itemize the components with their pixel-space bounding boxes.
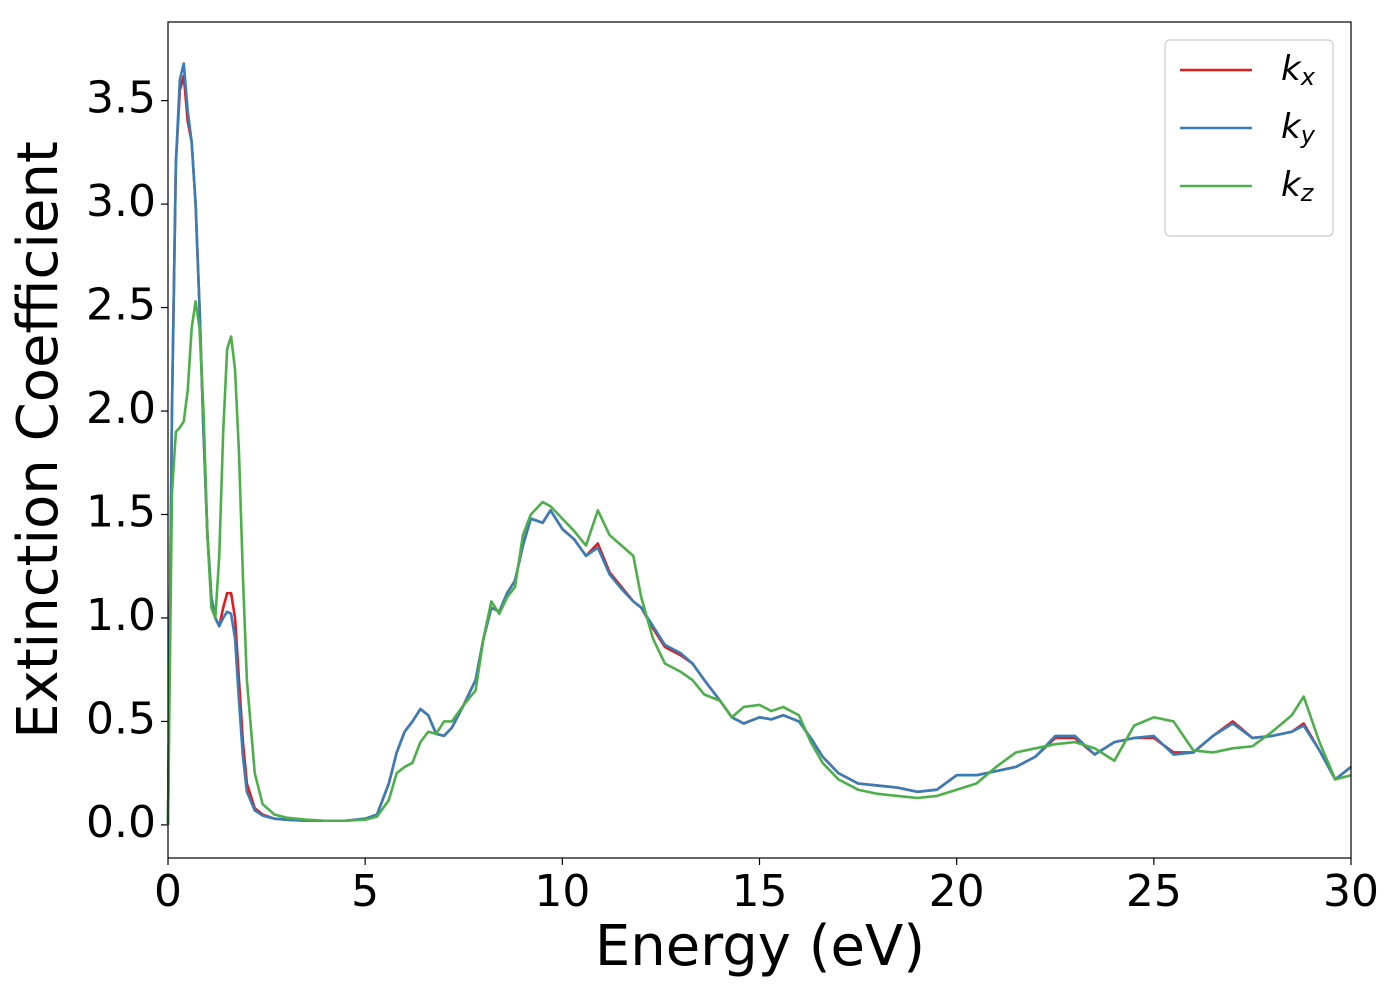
x-tick-label: 20 [929,866,985,917]
x-tick-label: 15 [732,866,788,917]
y-tick-label: 0.5 [86,693,156,744]
x-tick-label: 30 [1323,866,1379,917]
x-tick-label: 10 [534,866,590,917]
legend-label: kx [1281,49,1316,92]
x-tick-label: 0 [154,866,182,917]
y-tick-label: 1.0 [86,590,156,641]
y-tick-label: 2.5 [86,280,156,331]
y-tick-label: 3.5 [86,73,156,124]
x-axis-label: Energy (eV) [595,914,925,979]
series-line [166,300,1352,825]
y-tick-label: 1.5 [86,486,156,537]
x-tick-label: 5 [351,866,379,917]
y-tick-label: 2.0 [86,383,156,434]
legend-label: kz [1281,165,1315,208]
y-axis-label: Extinction Coefficient [6,141,71,739]
plot-frame [167,21,1352,859]
y-tick-label: 0.0 [86,797,156,848]
legend-label: ky [1281,107,1316,150]
x-tick-label: 25 [1126,866,1182,917]
y-tick-label: 3.0 [86,176,156,227]
